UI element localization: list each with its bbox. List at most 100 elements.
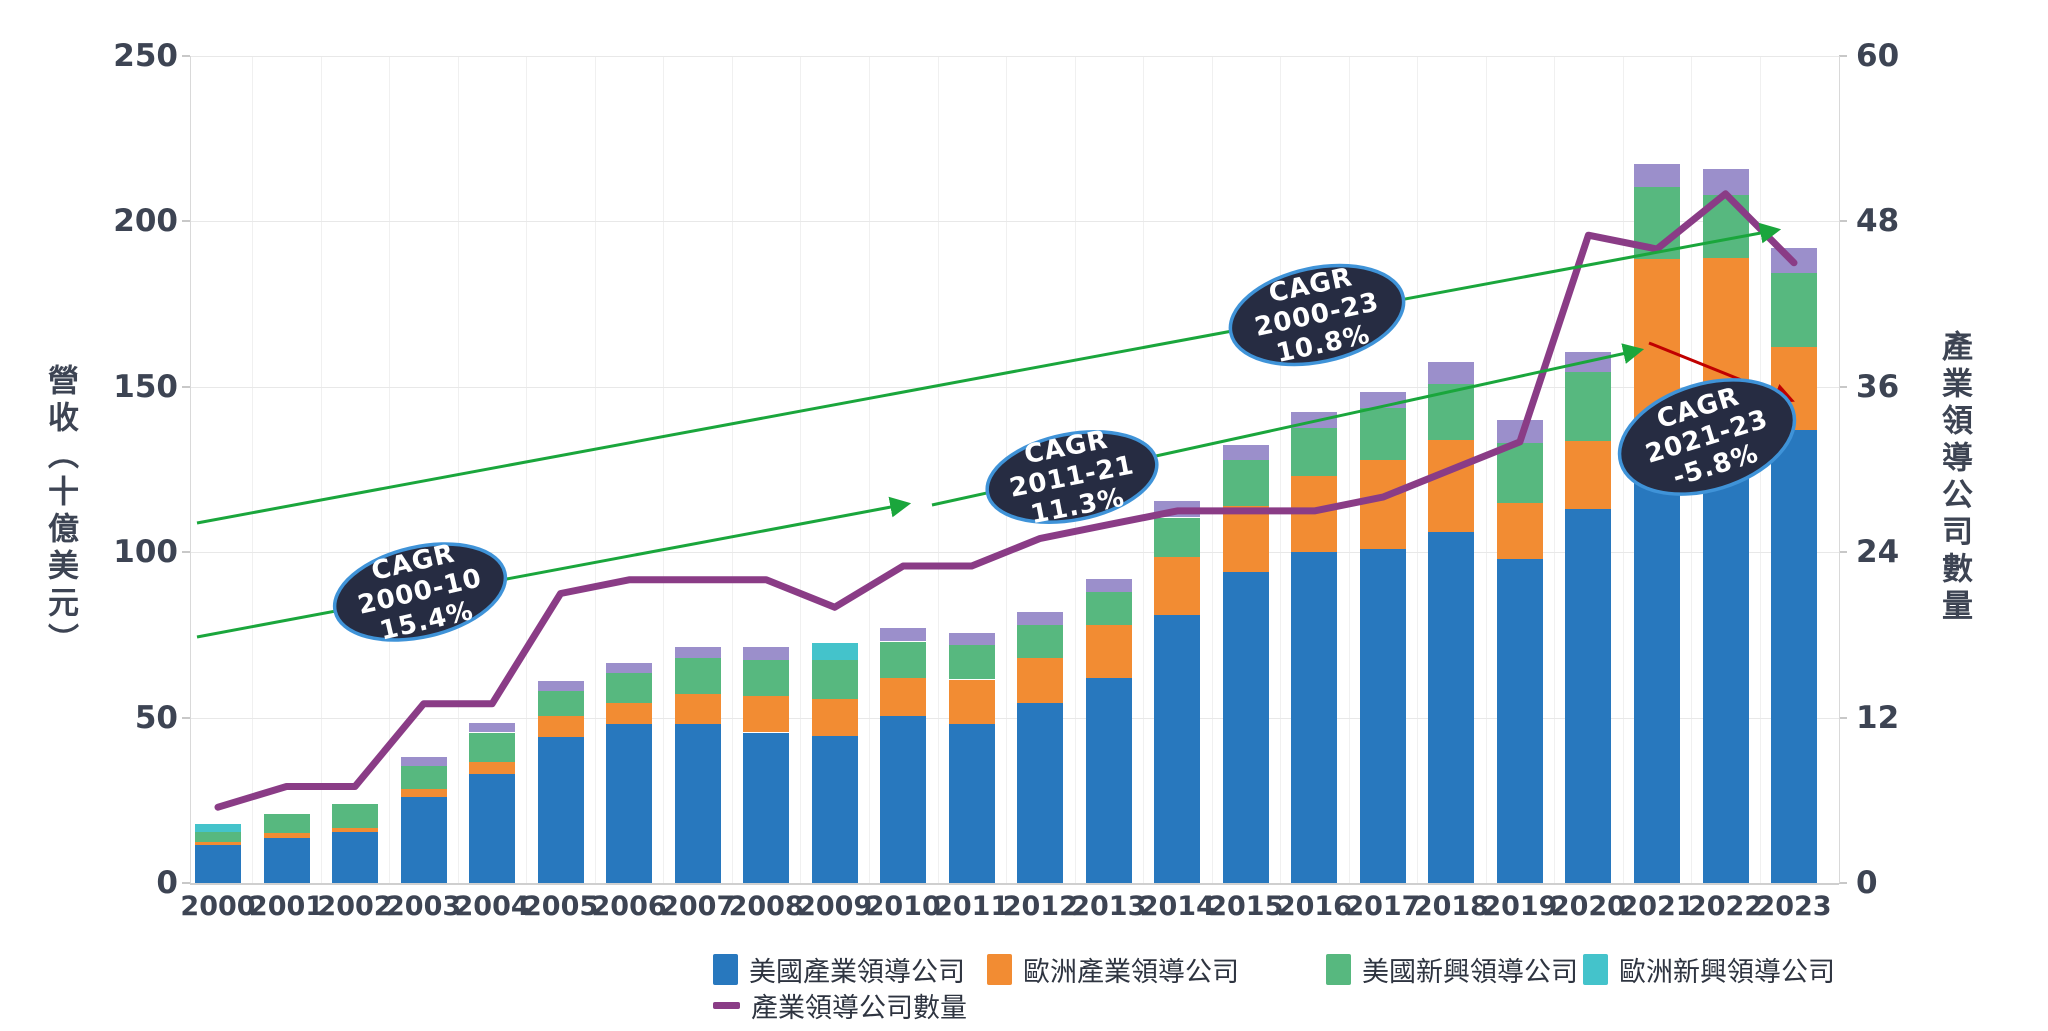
left-axis-tick-label: 100 xyxy=(113,534,178,571)
bar-segment-us-leader xyxy=(400,797,447,883)
x-axis-year-label: 2018 xyxy=(1413,891,1489,922)
bar-segment-us-emerging xyxy=(195,831,241,842)
bar-segment-us-leader xyxy=(880,715,927,883)
bar-segment-eu-leader xyxy=(1154,557,1201,616)
bar-segment-lavender xyxy=(1291,411,1338,429)
bar-segment-eu-leader xyxy=(1634,259,1680,437)
svg-text:2000-10: 2000-10 xyxy=(355,563,485,621)
left-axis-tick xyxy=(182,551,190,554)
bar-segment-us-emerging xyxy=(332,803,378,829)
left-axis-tick xyxy=(182,385,190,388)
bar-segment-eu-leader xyxy=(674,694,721,725)
bar-segment-us-emerging xyxy=(811,659,858,700)
bar-segment-us-leader xyxy=(1359,548,1406,883)
bar-segment-eu-leader xyxy=(1359,459,1406,549)
bar-segment-us-leader xyxy=(1017,702,1064,883)
cagr-annotation-2011-21: CAGR 2011-21 11.3% xyxy=(985,425,1159,530)
svg-text:CAGR: CAGR xyxy=(369,539,458,587)
bar-segment-eu-leader xyxy=(400,788,447,797)
bar-segment-eu-leader xyxy=(1565,441,1612,510)
x-axis-year-label: 2019 xyxy=(1482,891,1558,922)
right-axis-tick xyxy=(1839,551,1847,554)
us-leaders-swatch-icon xyxy=(713,953,738,985)
x-axis-year-label: 2007 xyxy=(660,891,736,922)
bar-segment-lavender xyxy=(948,633,995,645)
x-axis-year-label: 2022 xyxy=(1687,891,1764,922)
bar-segment-eu-leader xyxy=(1771,347,1817,430)
bar-segment-us-leader xyxy=(332,831,378,883)
bar-segment-eu-leader xyxy=(1017,658,1064,703)
bar-segment-us-emerging xyxy=(1771,272,1817,348)
bar-segment-lavender xyxy=(1017,611,1064,625)
bar-segment-us-leader xyxy=(1291,552,1338,883)
us-emerging-swatch-icon xyxy=(1326,953,1351,985)
bar-segment-lavender xyxy=(1702,168,1749,195)
bar-segment-eu-leader xyxy=(537,715,584,738)
bar-segment-eu-leader xyxy=(1291,476,1338,553)
cagr-annotation-2000-23: CAGR 2000-23 10.8% xyxy=(1228,262,1406,369)
bar-segment-us-leader xyxy=(1771,429,1817,883)
horizontal-gridline xyxy=(190,56,1839,57)
left-axis-tick-label: 250 xyxy=(113,38,178,74)
x-axis-year-label: 2010 xyxy=(865,891,941,922)
legend-item-eu-emerging: 歐洲新興領導公司 xyxy=(1583,952,1835,988)
vertical-gridline xyxy=(389,56,391,883)
bar-segment-us-leader xyxy=(469,773,516,883)
bar-segment-us-leader xyxy=(1634,436,1680,883)
bar-segment-us-emerging xyxy=(948,644,995,680)
left-axis-tick xyxy=(182,220,190,223)
left-axis-line xyxy=(190,56,191,883)
bar-segment-us-emerging xyxy=(743,659,790,697)
bar-segment-us-emerging xyxy=(469,732,516,763)
eu-emerging-swatch-icon xyxy=(1583,953,1608,985)
x-axis-year-label: 2012 xyxy=(1002,891,1078,922)
x-axis-year-label: 2006 xyxy=(591,891,667,922)
x-axis-year-label: 2002 xyxy=(317,891,393,922)
bar-segment-lavender xyxy=(537,681,584,692)
left-axis-title: 營收（十億美元） xyxy=(42,364,78,660)
x-axis-year-label: 2014 xyxy=(1139,891,1215,922)
vertical-gridline xyxy=(1143,56,1144,883)
bar-segment-us-leader xyxy=(195,845,241,883)
vertical-gridline xyxy=(663,56,665,883)
right-axis-tick-label: 24 xyxy=(1856,534,1900,571)
bar-segment-lavender xyxy=(1771,247,1817,273)
bar-segment-us-leader xyxy=(606,724,653,883)
bar-segment-us-leader xyxy=(1428,532,1475,883)
vertical-gridline xyxy=(1485,56,1487,883)
bar-segment-lavender xyxy=(1359,391,1406,409)
x-axis-year-label: 2005 xyxy=(523,891,599,922)
bar-segment-eu-leader xyxy=(1496,502,1543,559)
bar-segment-us-emerging xyxy=(1222,459,1269,506)
vertical-gridline xyxy=(1006,56,1007,883)
svg-text:15.4%: 15.4% xyxy=(377,596,477,647)
bar-segment-lavender xyxy=(1154,500,1201,518)
x-axis-year-label: 2003 xyxy=(386,891,462,922)
vertical-gridline xyxy=(457,56,459,883)
bar-segment-us-leader xyxy=(811,735,858,883)
x-axis-year-label: 2013 xyxy=(1071,891,1147,922)
eu-leaders-swatch-icon xyxy=(987,953,1012,985)
bar-segment-us-leader xyxy=(674,724,721,883)
bar-segment-us-leader xyxy=(1702,436,1749,883)
legend-item-us-leaders: 美國產業領導公司 xyxy=(713,952,965,988)
right-axis-title: 產業領導公司數量 xyxy=(1936,330,1972,626)
bar-segment-eu-leader xyxy=(743,696,790,733)
vertical-gridline xyxy=(526,56,528,883)
right-axis-tick xyxy=(1839,385,1847,388)
bar-segment-eu-emerging xyxy=(195,823,241,832)
svg-text:2011-21: 2011-21 xyxy=(1007,450,1137,504)
vertical-gridline xyxy=(1211,56,1213,883)
bar-segment-eu-emerging xyxy=(811,643,858,660)
left-axis-tick-label: 0 xyxy=(156,865,178,901)
bar-segment-eu-leader xyxy=(606,702,653,725)
vertical-gridline xyxy=(1280,56,1282,883)
bar-segment-lavender xyxy=(880,628,927,642)
bar-segment-us-leader xyxy=(537,737,584,883)
vertical-gridline xyxy=(1417,56,1419,883)
x-axis-baseline xyxy=(190,883,1839,885)
right-axis-line xyxy=(1839,56,1840,883)
left-axis-tick xyxy=(182,882,190,884)
x-axis-year-label: 2017 xyxy=(1345,891,1421,922)
bar-segment-us-leader xyxy=(1496,558,1543,883)
